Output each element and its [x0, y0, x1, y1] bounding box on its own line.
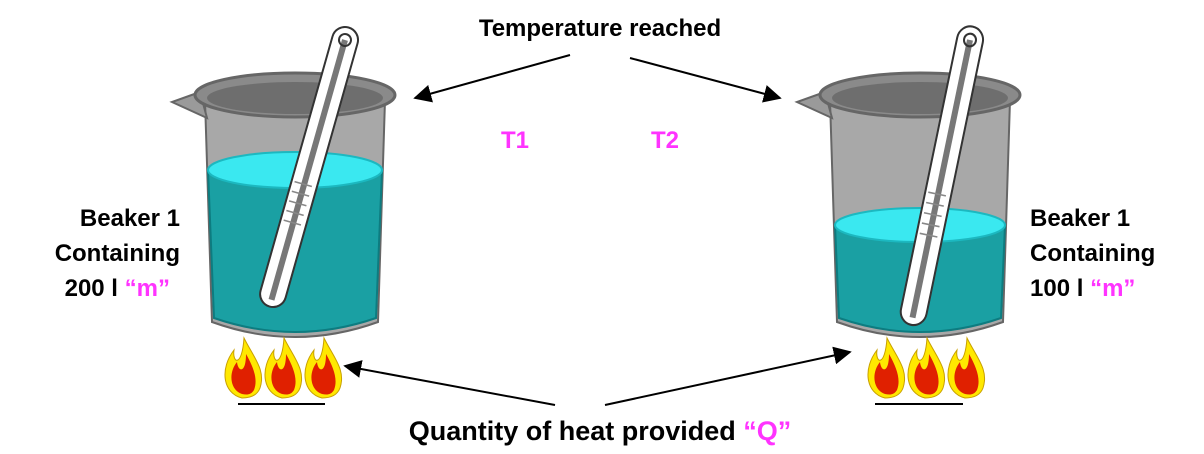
beaker-1: [170, 22, 397, 405]
beaker-2-label: Beaker 1 Containing 100 l “m”: [1030, 205, 1155, 302]
arrows: [343, 54, 852, 406]
unit: “m”: [1090, 275, 1135, 302]
bottom-highlight: “Q”: [743, 416, 791, 446]
flames-2: [867, 337, 986, 405]
unit: “m”: [125, 275, 170, 302]
label-line: 100 l “m”: [1030, 275, 1135, 302]
bottom-text: Quantity of heat provided: [409, 416, 736, 446]
marker: T1: [501, 127, 529, 154]
beaker-1-label: Beaker 1 Containing 200 l “m”: [55, 205, 180, 302]
amount: 200 l: [65, 275, 118, 302]
label-line: Containing: [1030, 240, 1155, 267]
flames-1: [224, 337, 343, 405]
amount: 100 l: [1030, 275, 1083, 302]
label-line: Containing: [55, 240, 180, 267]
beaker-2: [795, 22, 1022, 405]
top-label: Temperature reached: [479, 15, 721, 42]
marker: T2: [651, 127, 679, 154]
label-line: 200 l “m”: [65, 275, 170, 302]
label-line: Beaker 1: [80, 205, 180, 232]
bottom-label: Quantity of heat provided “Q”: [409, 416, 792, 446]
label-line: Beaker 1: [1030, 205, 1130, 232]
